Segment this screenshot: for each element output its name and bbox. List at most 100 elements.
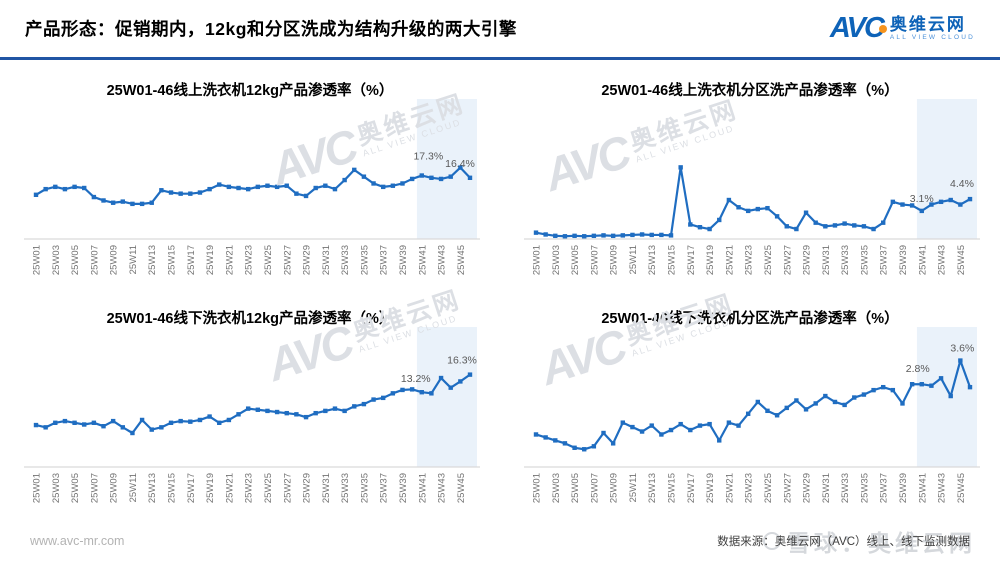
data-point-markers	[33, 165, 473, 207]
svg-text:25W39: 25W39	[898, 245, 909, 275]
svg-text:3.6%: 3.6%	[950, 343, 974, 355]
svg-text:25W15: 25W15	[667, 245, 678, 275]
svg-text:25W27: 25W27	[282, 245, 293, 275]
svg-text:25W43: 25W43	[937, 473, 948, 503]
svg-text:25W23: 25W23	[244, 245, 255, 275]
trend-line	[534, 359, 972, 451]
promo-highlight-band	[416, 99, 477, 239]
svg-text:25W09: 25W09	[609, 473, 620, 503]
chart-title: 25W01-46线上洗衣机分区洗产品渗透率（%）	[601, 83, 899, 99]
svg-text:25W41: 25W41	[417, 473, 428, 503]
x-tick-labels: 25W01 25W03 25W05 25W07 25W09 25W11 25W13 25W15…	[32, 245, 467, 275]
avc-logo-name: 奥维云网	[889, 14, 966, 34]
svg-text:25W33: 25W33	[840, 245, 851, 275]
page-title: 产品形态：促销期内，12kg和分区洗成为结构升级的两大引擎	[25, 19, 517, 39]
data-source-note: 数据来源：奥维云网（AVC）线上、线下监测数据	[717, 536, 970, 548]
svg-text:25W05: 25W05	[570, 473, 581, 503]
svg-text:25W03: 25W03	[551, 245, 562, 275]
svg-text:25W39: 25W39	[398, 473, 409, 503]
line-chart-online-partition: 25W01 25W03 25W05 25W07 25W09 25W11 25W13 25W15…	[524, 99, 980, 275]
website-url: www.avc-mr.com	[30, 534, 125, 548]
avc-logo-orange-dot-icon	[878, 25, 887, 33]
svg-text:17.3%: 17.3%	[413, 151, 443, 163]
svg-text:25W03: 25W03	[51, 473, 62, 503]
svg-text:25W23: 25W23	[744, 245, 755, 275]
svg-text:25W29: 25W29	[802, 245, 813, 275]
slide-header: 产品形态：促销期内，12kg和分区洗成为结构升级的两大引擎 AVC 奥维云网 A…	[0, 0, 1000, 60]
svg-text:25W43: 25W43	[937, 245, 948, 275]
svg-text:25W17: 25W17	[686, 473, 697, 503]
data-labels: 2.8% 3.6%	[906, 343, 975, 376]
trend-line	[34, 166, 472, 205]
svg-text:25W07: 25W07	[89, 473, 100, 503]
svg-text:25W07: 25W07	[89, 245, 100, 275]
svg-text:25W27: 25W27	[782, 245, 793, 275]
svg-text:25W33: 25W33	[340, 473, 351, 503]
svg-text:25W11: 25W11	[628, 473, 639, 502]
chart-card-online-12kg: 25W01-46线上洗衣机12kg产品渗透率（%） 25W01 25W03 25W0…	[15, 70, 485, 298]
svg-text:25W41: 25W41	[417, 245, 428, 275]
trend-line	[34, 373, 472, 435]
svg-text:25W35: 25W35	[359, 473, 370, 503]
svg-text:25W05: 25W05	[70, 245, 81, 275]
svg-text:25W45: 25W45	[456, 245, 467, 275]
promo-highlight-band	[916, 327, 977, 467]
svg-text:25W03: 25W03	[551, 473, 562, 503]
svg-text:25W13: 25W13	[147, 473, 158, 503]
svg-text:25W31: 25W31	[321, 245, 332, 275]
svg-text:25W39: 25W39	[898, 473, 909, 503]
svg-text:25W19: 25W19	[205, 245, 216, 275]
svg-text:25W07: 25W07	[589, 245, 600, 275]
footer-right: 雪球：奥维云网 数据来源：奥维云网（AVC）线上、线下监测数据	[717, 530, 972, 556]
svg-text:16.3%: 16.3%	[447, 355, 477, 367]
svg-text:25W11: 25W11	[628, 245, 639, 274]
snowball-watermark: 雪球：奥维云网	[763, 524, 976, 558]
svg-text:25W39: 25W39	[398, 245, 409, 275]
chart-card-offline-partition: 25W01-46线下洗衣机分区洗产品渗透率（%） 25W01 25W03 25W05…	[515, 290, 985, 526]
svg-text:25W19: 25W19	[205, 473, 216, 503]
chart-card-online-partition: 25W01-46线上洗衣机分区洗产品渗透率（%） 25W01 25W03 25W05…	[515, 70, 985, 298]
svg-text:25W29: 25W29	[302, 245, 313, 275]
data-labels: 17.3%16.4%	[413, 151, 474, 170]
svg-text:25W17: 25W17	[186, 245, 197, 275]
data-labels: 3.1% 4.4%	[910, 178, 974, 205]
svg-text:25W21: 25W21	[224, 473, 235, 503]
svg-text:25W13: 25W13	[647, 473, 658, 503]
svg-text:25W45: 25W45	[956, 473, 967, 503]
avc-logo-text: 奥维云网 ALL VIEW CLOUD	[889, 14, 975, 42]
svg-text:25W09: 25W09	[109, 473, 120, 503]
svg-text:25W19: 25W19	[705, 245, 716, 275]
chart-title: 25W01-46线下洗衣机12kg产品渗透率（%）	[106, 311, 394, 327]
trend-line	[534, 166, 972, 238]
svg-text:25W23: 25W23	[244, 473, 255, 503]
svg-text:25W21: 25W21	[724, 473, 735, 503]
line-chart-offline-12kg: 25W01 25W03 25W05 25W07 25W09 25W11 25W13 25W15…	[24, 327, 480, 503]
chart-card-offline-12kg: 25W01-46线下洗衣机12kg产品渗透率（%） 25W01 25W03 25W0…	[15, 286, 485, 526]
chart-title: 25W01-46线下洗衣机分区洗产品渗透率（%）	[601, 311, 899, 327]
avc-logo-mark-icon: AVC	[829, 12, 887, 44]
line-chart-online-12kg: 25W01 25W03 25W05 25W07 25W09 25W11 25W13 25W15…	[24, 99, 480, 275]
line-chart-offline-partition: 25W01 25W03 25W05 25W07 25W09 25W11 25W13 25W15…	[524, 327, 980, 503]
svg-text:25W35: 25W35	[859, 245, 870, 275]
avc-logo-tagline: ALL VIEW CLOUD	[889, 34, 975, 42]
avc-logo-abbr: AVC	[829, 12, 885, 44]
svg-text:25W25: 25W25	[263, 245, 274, 275]
svg-text:3.1%: 3.1%	[910, 193, 934, 205]
svg-text:25W13: 25W13	[147, 245, 158, 275]
svg-text:25W09: 25W09	[609, 245, 620, 275]
svg-text:25W41: 25W41	[917, 245, 928, 275]
svg-text:25W15: 25W15	[167, 473, 178, 503]
svg-text:25W11: 25W11	[128, 245, 139, 274]
svg-text:25W27: 25W27	[782, 473, 793, 503]
promo-highlight-band	[416, 327, 477, 467]
x-tick-labels: 25W01 25W03 25W05 25W07 25W09 25W11 25W13 25W15…	[532, 245, 967, 275]
slide-footer: www.avc-mr.com 雪球：奥维云网 数据来源：奥维云网（AVC）线上、…	[0, 526, 1000, 556]
svg-text:25W37: 25W37	[379, 473, 390, 503]
snowball-ring-icon	[763, 532, 781, 550]
svg-text:25W35: 25W35	[859, 473, 870, 503]
svg-text:25W01: 25W01	[32, 245, 43, 275]
svg-text:25W11: 25W11	[128, 473, 139, 502]
svg-text:25W29: 25W29	[802, 473, 813, 503]
svg-text:25W19: 25W19	[705, 473, 716, 503]
